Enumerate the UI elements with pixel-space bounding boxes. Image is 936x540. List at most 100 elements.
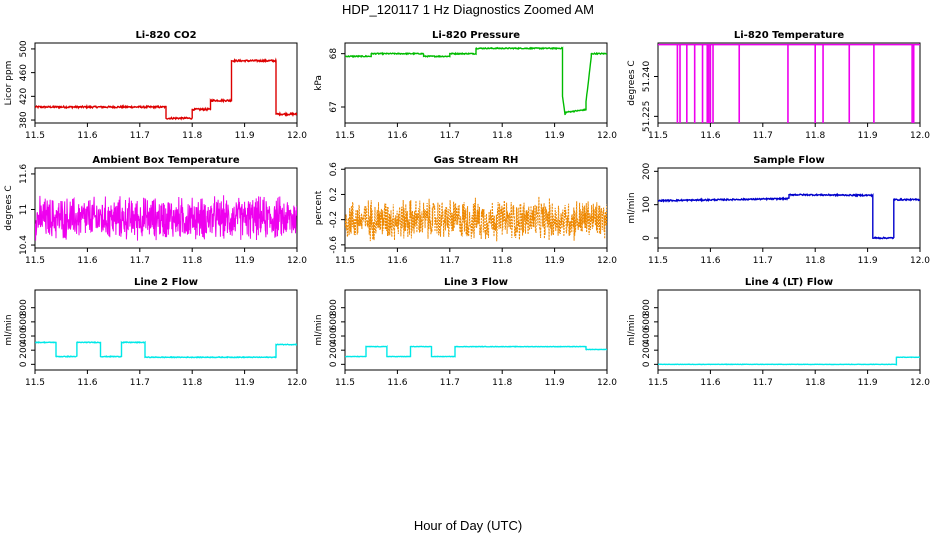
plot-frame <box>657 42 921 124</box>
x-tick-label: 11.5 <box>335 256 355 266</box>
x-tick-label: 11.6 <box>387 378 407 388</box>
x-tick-label: 11.9 <box>858 378 878 388</box>
y-tick-label: -0.6 <box>329 236 339 254</box>
x-tick-label: 11.9 <box>235 131 255 141</box>
panel-title: Ambient Box Temperature <box>92 155 239 166</box>
x-tick-label: 11.8 <box>182 256 202 266</box>
panel-1: Li-820 CO2 Licor ppm 11.5 11.6 11.7 11.8 11.9 1… <box>4 30 307 141</box>
panel-title: Line 3 Flow <box>444 277 508 288</box>
y-tick-label: 10.4 <box>19 235 29 255</box>
x-tick-label: 12.0 <box>597 131 617 141</box>
x-tick-label: 11.5 <box>335 378 355 388</box>
x-tick-label: 11.7 <box>753 378 773 388</box>
x-tick-label: 11.6 <box>387 131 407 141</box>
figure-title: HDP_120117 1 Hz Diagnostics Zoomed AM <box>342 2 594 17</box>
y-axis-label: ml/min <box>627 192 637 223</box>
panel-title: Li-820 Temperature <box>734 30 844 41</box>
y-tick-label: 0 <box>329 361 339 367</box>
y-tick-label: 11 <box>19 204 29 215</box>
plot-frame <box>344 42 608 124</box>
y-tick-label: 67 <box>329 101 339 112</box>
series-line <box>35 340 297 359</box>
x-tick-label: 11.8 <box>182 378 202 388</box>
panel-title: Line 4 (LT) Flow <box>745 277 833 288</box>
x-tick-label: 12.0 <box>287 131 307 141</box>
x-tick-label: 11.5 <box>648 131 668 141</box>
x-tick-label: 11.5 <box>648 256 668 266</box>
plot-frame <box>34 42 298 124</box>
x-tick-label: 11.5 <box>648 378 668 388</box>
y-axis-label: Licor ppm <box>4 61 14 106</box>
x-tick-label: 11.7 <box>440 256 460 266</box>
y-tick-label: 380 <box>19 111 29 128</box>
y-tick-label: 0.2 <box>329 187 339 201</box>
panel-8: Line 3 Flow ml/min 11.5 11.6 11.7 11.8 11.9 12.… <box>314 277 617 388</box>
x-tick-label: 11.8 <box>492 256 512 266</box>
figure-x-axis-label: Hour of Day (UTC) <box>413 518 523 533</box>
series-line <box>35 57 297 121</box>
x-tick-label: 11.6 <box>387 256 407 266</box>
x-tick-label: 11.7 <box>130 131 150 141</box>
y-tick-label: 51.240 <box>642 60 652 92</box>
x-tick-label: 12.0 <box>287 378 307 388</box>
y-tick-label: 200 <box>19 341 29 358</box>
y-tick-label: 11.6 <box>19 164 29 184</box>
x-tick-label: 11.5 <box>335 131 355 141</box>
series-line <box>658 192 920 240</box>
x-tick-label: 11.6 <box>77 378 97 388</box>
y-tick-label: 200 <box>642 341 652 358</box>
x-tick-label: 12.0 <box>910 131 930 141</box>
panel-7: Line 2 Flow ml/min 11.5 11.6 11.7 11.8 11.9 12.… <box>4 277 307 388</box>
x-tick-label: 11.8 <box>492 378 512 388</box>
x-tick-label: 11.5 <box>25 256 45 266</box>
panel-title: Sample Flow <box>753 155 825 166</box>
panel-2: Li-820 Pressure kPa 11.5 11.6 11.7 11.8 11.9 12… <box>314 30 617 141</box>
x-tick-label: 11.9 <box>545 131 565 141</box>
y-axis-label: percent <box>314 190 324 225</box>
x-tick-label: 12.0 <box>597 378 617 388</box>
x-tick-label: 11.6 <box>77 131 97 141</box>
x-tick-label: 11.5 <box>25 378 45 388</box>
y-axis-label: kPa <box>314 75 324 91</box>
x-tick-label: 11.7 <box>753 256 773 266</box>
x-tick-label: 11.8 <box>805 131 825 141</box>
y-tick-label: 400 <box>19 327 29 344</box>
panel-5: Gas Stream RH percent 11.5 11.6 11.7 11.8 11.9… <box>314 155 617 266</box>
y-tick-label: 400 <box>642 327 652 344</box>
y-tick-label: 0.6 <box>329 162 339 177</box>
x-tick-label: 11.7 <box>130 378 150 388</box>
plot-frame <box>344 289 608 371</box>
x-tick-label: 11.8 <box>805 378 825 388</box>
panel-title: Line 2 Flow <box>134 277 198 288</box>
y-tick-label: 51.225 <box>642 101 652 133</box>
y-tick-label: 0 <box>642 235 652 241</box>
y-tick-label: 600 <box>642 313 652 330</box>
y-tick-label: 460 <box>19 64 29 81</box>
x-tick-label: 11.8 <box>492 131 512 141</box>
x-tick-label: 11.9 <box>858 131 878 141</box>
x-tick-label: 11.7 <box>440 378 460 388</box>
y-tick-label: -0.2 <box>329 211 339 229</box>
y-tick-label: 0 <box>642 361 652 367</box>
x-tick-label: 11.5 <box>25 131 45 141</box>
x-tick-label: 11.7 <box>440 131 460 141</box>
x-tick-label: 11.8 <box>805 256 825 266</box>
plot-frame <box>34 289 298 371</box>
panel-title: Li-820 CO2 <box>135 30 196 41</box>
plot-frame <box>657 289 921 371</box>
y-tick-label: 600 <box>19 313 29 330</box>
y-tick-label: 400 <box>329 327 339 344</box>
x-tick-label: 11.8 <box>182 131 202 141</box>
y-tick-label: 68 <box>329 48 339 60</box>
series-line <box>35 195 297 241</box>
panel-9: Line 4 (LT) Flow ml/min 11.5 11.6 11.7 11.8 11… <box>627 277 930 388</box>
y-tick-label: 100 <box>642 196 652 213</box>
y-axis-label: ml/min <box>4 314 14 345</box>
panel-6: Sample Flow ml/min 11.5 11.6 11.7 11.8 11.9 12.… <box>627 155 930 266</box>
y-tick-label: 420 <box>19 87 29 104</box>
y-tick-label: 800 <box>19 299 29 316</box>
y-tick-label: 800 <box>642 299 652 316</box>
x-tick-label: 11.6 <box>700 378 720 388</box>
panel-title: Gas Stream RH <box>434 155 519 166</box>
